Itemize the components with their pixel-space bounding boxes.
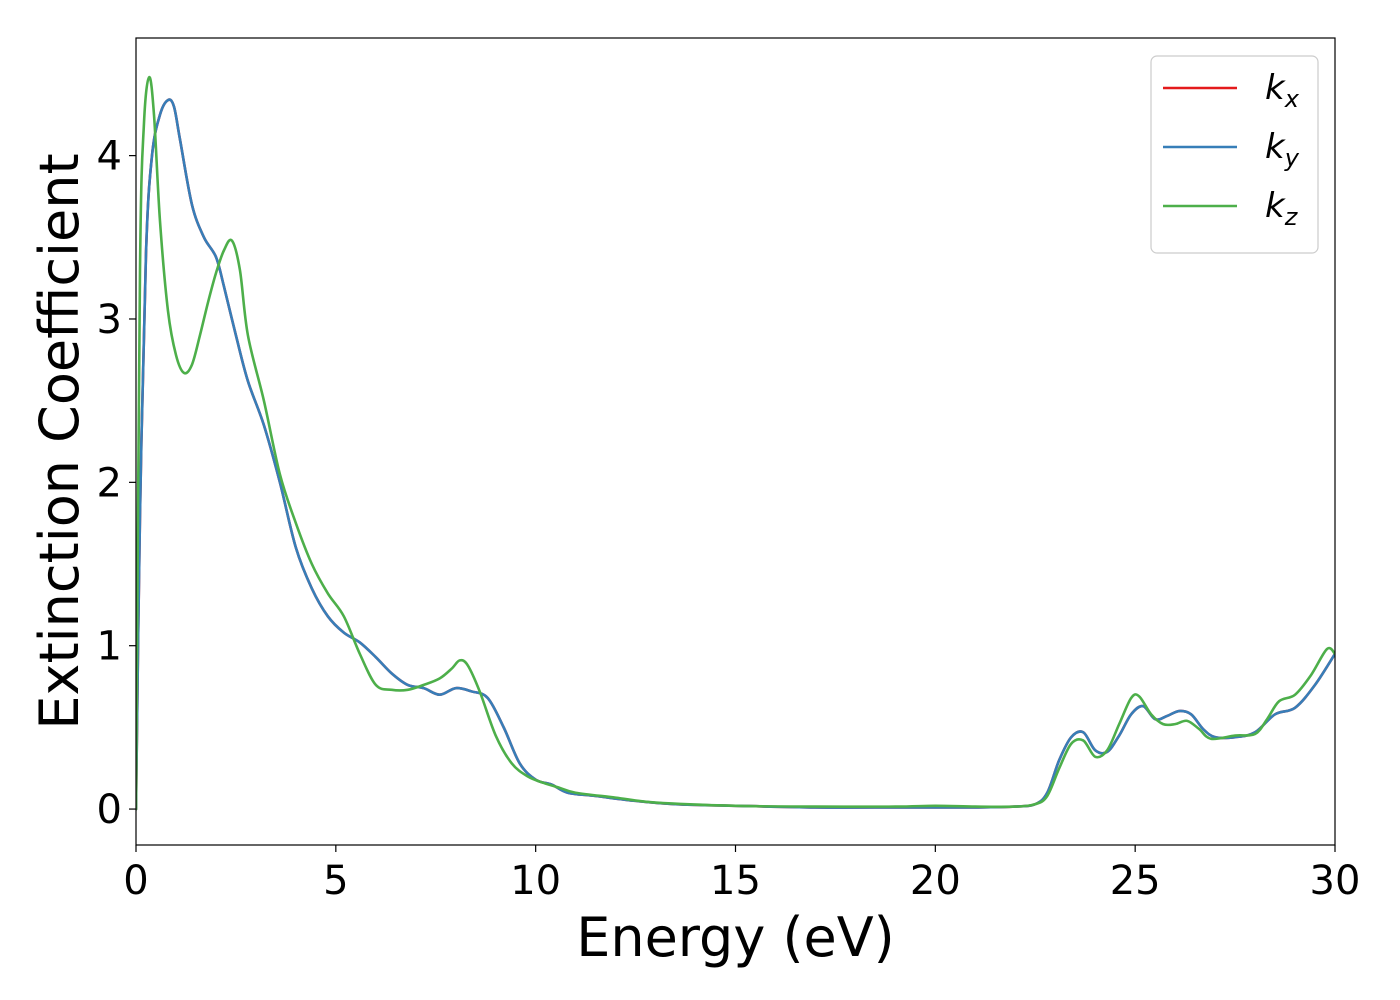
x-tick-label: 5: [323, 858, 348, 904]
x-tick-label: 10: [510, 858, 561, 904]
legend-label-main: k: [1265, 68, 1286, 108]
legend-label-subscript: x: [1284, 85, 1300, 113]
y-tick-label: 3: [97, 297, 122, 343]
y-tick-label: 1: [97, 624, 122, 670]
series-line-kz: [136, 75, 1335, 811]
y-axis-label: Extinction Coefficient: [28, 153, 91, 729]
x-tick-label: 20: [910, 858, 961, 904]
legend-label-main: k: [1265, 186, 1286, 226]
x-axis-label: Energy (eV): [576, 906, 895, 969]
legend-label-subscript: y: [1284, 144, 1300, 172]
x-tick-label: 0: [123, 858, 148, 904]
y-axis-ticks: 0 1 2 3 4: [97, 134, 136, 833]
legend-label-kx: kx: [1265, 68, 1300, 113]
series-lines: [136, 75, 1335, 811]
y-tick-label: 0: [97, 787, 122, 833]
legend-box: [1150, 55, 1319, 254]
x-tick-label: 25: [1110, 858, 1161, 904]
legend-label-main: k: [1265, 127, 1286, 167]
legend-label-kz: kz: [1265, 186, 1299, 231]
y-tick-label: 2: [97, 460, 122, 506]
legend-label-ky: ky: [1265, 127, 1300, 172]
legend-label-subscript: z: [1284, 203, 1299, 231]
x-tick-label: 30: [1310, 858, 1361, 904]
y-tick-label: 4: [97, 134, 122, 180]
x-axis-ticks: 0 5 10 15 20 25 30: [123, 845, 1360, 904]
x-tick-label: 15: [710, 858, 761, 904]
